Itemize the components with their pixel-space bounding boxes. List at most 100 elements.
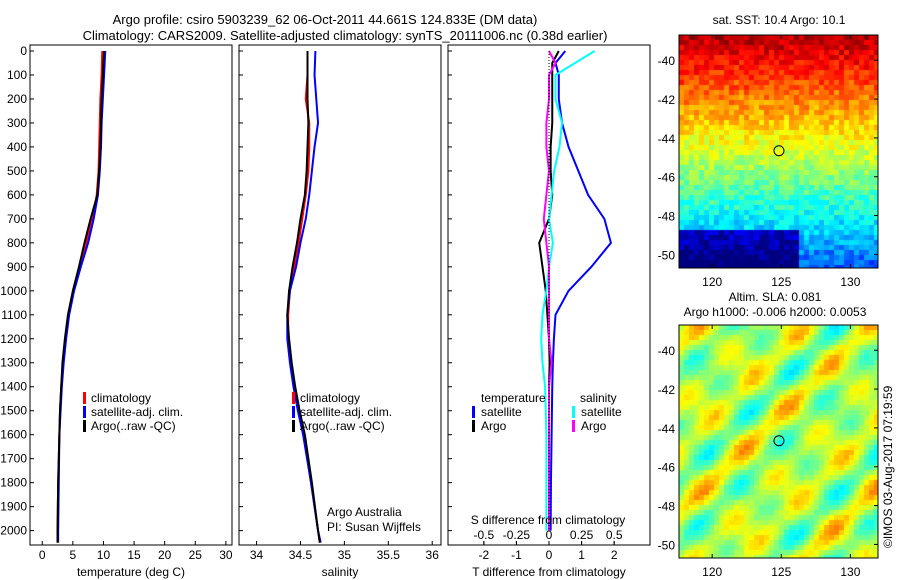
legend-swatch — [572, 406, 575, 418]
y-tick-label: 1500 — [0, 404, 27, 418]
s-tick-label: -0.25 — [503, 528, 531, 542]
lon-tick-label: 130 — [840, 565, 860, 579]
legend-swatch — [83, 406, 86, 418]
lon-tick-label: 130 — [840, 275, 860, 289]
legend-label: satellite-adj. clim. — [91, 405, 183, 419]
lat-tick-label: -42 — [658, 383, 676, 397]
lon-tick-label: 125 — [771, 275, 791, 289]
argo-position-marker — [773, 435, 785, 447]
x-tick-label: -1 — [511, 548, 522, 562]
s-axis-label: S difference from climatology — [471, 513, 626, 527]
x-tick-label: 5 — [70, 548, 77, 562]
legend-swatch — [472, 420, 475, 432]
lat-tick-label: -48 — [658, 210, 676, 224]
legend-label: Argo(..raw -QC) — [300, 419, 385, 433]
legend-swatch — [572, 420, 575, 432]
y-tick-label: 200 — [7, 92, 27, 106]
x-tick-label: 1 — [578, 548, 585, 562]
s-tick-label: 0.25 — [570, 528, 594, 542]
series-line-t-satellite — [549, 50, 613, 531]
legend-label: Argo(..raw -QC) — [91, 419, 176, 433]
lon-tick-label: 125 — [771, 565, 791, 579]
sst-map — [679, 35, 878, 268]
s-tick-label: -0.5 — [473, 528, 494, 542]
s-tick-label: 0 — [546, 528, 553, 542]
y-tick-label: 900 — [7, 260, 27, 274]
x-tick-label: -2 — [479, 548, 490, 562]
legend-swatch — [292, 406, 295, 418]
x-tick-label: 20 — [158, 548, 172, 562]
lon-tick-label: 120 — [702, 275, 722, 289]
legend-label: satellite — [481, 405, 522, 419]
y-tick-label: 1100 — [1, 308, 27, 322]
lat-tick-label: -42 — [658, 93, 676, 107]
x-tick-label: 34.5 — [289, 548, 313, 562]
series-line-s-argo — [542, 50, 557, 531]
y-tick-label: 1000 — [0, 284, 27, 298]
plot-frame — [238, 44, 442, 546]
x-tick-label: 25 — [189, 548, 203, 562]
series-line-climatology — [56, 50, 104, 543]
legend-label: climatology — [91, 391, 151, 405]
y-tick-label: 1900 — [0, 500, 27, 514]
y-tick-label: 1300 — [0, 356, 27, 370]
lat-tick-label: -44 — [658, 132, 676, 146]
lon-tick-label: 120 — [702, 565, 722, 579]
x-tick-label: 0 — [546, 548, 553, 562]
legend-label: satellite-adj. clim. — [300, 405, 392, 419]
y-tick-label: 400 — [7, 140, 27, 154]
y-tick-label: 1600 — [0, 428, 27, 442]
y-tick-label: 300 — [7, 116, 27, 130]
legend-swatch — [292, 420, 295, 432]
x-tick-label: 10 — [97, 548, 111, 562]
lat-tick-label: -44 — [658, 422, 676, 436]
argo-position-marker — [773, 145, 785, 157]
y-tick-label: 100 — [7, 68, 27, 82]
legend-label: Argo — [581, 419, 607, 433]
y-tick-label: 1800 — [0, 476, 27, 490]
x-tick-label: 0 — [39, 548, 46, 562]
x-tick-label: 2 — [611, 548, 618, 562]
map-frame — [678, 34, 879, 269]
credit: Argo Australia — [327, 505, 402, 519]
y-tick-label: 500 — [7, 164, 27, 178]
x-tick-label: 36 — [426, 548, 440, 562]
series-line-satellite-adj--clim- — [57, 50, 107, 543]
x-axis-label: T difference from climatology — [472, 565, 626, 579]
s-tick-label: 0.5 — [606, 528, 623, 542]
legend-label: Argo — [481, 419, 507, 433]
x-axis-label: temperature (deg C) — [77, 565, 185, 579]
sla-map — [679, 325, 878, 558]
sla-map-title-1: Altim. SLA: 0.081 — [729, 290, 822, 304]
plot-frame — [29, 44, 233, 546]
legend-label: climatology — [300, 391, 360, 405]
legend-swatch — [83, 420, 86, 432]
x-tick-label: 35.5 — [377, 548, 401, 562]
x-tick-label: 34 — [250, 548, 264, 562]
x-tick-label: 15 — [127, 548, 141, 562]
y-tick-label: 1700 — [0, 452, 27, 466]
lat-tick-label: -40 — [658, 344, 676, 358]
lat-tick-label: -46 — [658, 461, 676, 475]
lat-tick-label: -50 — [658, 248, 676, 262]
y-tick-label: 700 — [7, 212, 27, 226]
lat-tick-label: -48 — [658, 500, 676, 514]
pi-name: PI: Susan Wijffels — [327, 520, 421, 534]
x-tick-label: 30 — [219, 548, 233, 562]
x-axis-label: salinity — [322, 565, 359, 579]
lat-tick-label: -46 — [658, 171, 676, 185]
x-tick-label: 35 — [338, 548, 352, 562]
series-line-s-satellite — [540, 50, 596, 531]
series-line-argo---raw--qc- — [56, 50, 106, 543]
legend-header-salinity: salinity — [580, 391, 617, 405]
y-tick-label: 0 — [20, 44, 27, 58]
sst-map-title: sat. SST: 10.4 Argo: 10.1 — [713, 13, 846, 27]
sla-map-title-2: Argo h1000: -0.006 h2000: 0.0053 — [684, 305, 867, 319]
y-tick-label: 800 — [7, 236, 27, 250]
imos-stamp: ©IMOS 03-Aug-2017 07:19:59 — [881, 385, 895, 548]
series-line-climatology — [287, 51, 321, 543]
title-line-2: Climatology: CARS2009. Satellite-adjuste… — [82, 28, 608, 43]
series-line-argo---raw--qc- — [286, 51, 321, 543]
